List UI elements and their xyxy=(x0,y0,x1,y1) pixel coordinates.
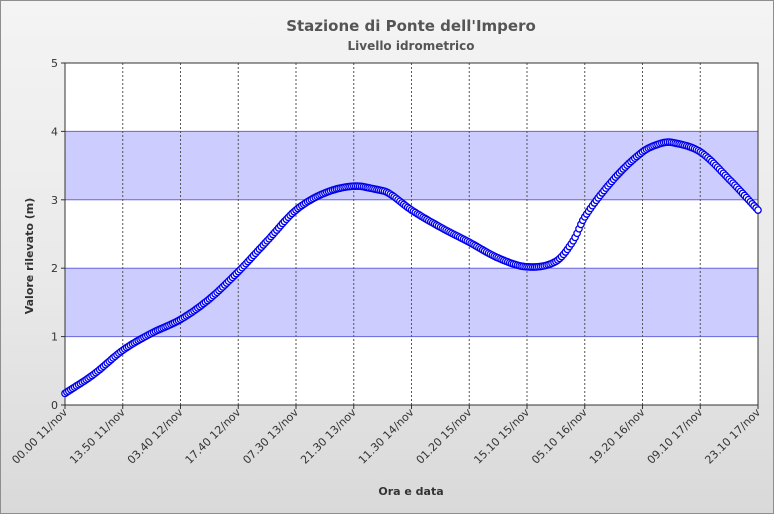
chart-subtitle: Livello idrometrico xyxy=(347,39,474,53)
y-axis-title: Valore rilevato (m) xyxy=(23,198,36,315)
x-tick-label: 15.10 15/nov xyxy=(471,406,532,467)
data-point xyxy=(754,206,762,214)
x-tick-label: 11.30 14/nov xyxy=(356,406,417,467)
x-tick-label: 05.10 16/nov xyxy=(529,406,590,467)
y-tick-label: 0 xyxy=(51,399,58,412)
y-axis-tick-labels: 0 1 2 3 4 5 xyxy=(51,57,58,412)
y-tick-label: 3 xyxy=(51,194,58,207)
y-tick-label: 5 xyxy=(51,57,58,70)
x-tick-label: 09.10 17/nov xyxy=(645,406,706,467)
y-tick-label: 4 xyxy=(51,125,58,138)
x-tick-label: 19.20 16/nov xyxy=(587,406,648,467)
plot-area xyxy=(65,63,758,405)
y-tick-label: 1 xyxy=(51,331,58,344)
x-axis-title: Ora e data xyxy=(378,485,443,498)
y-tick-label: 2 xyxy=(51,262,58,275)
x-tick-label: 01.20 15/nov xyxy=(414,406,475,467)
x-tick-label: 00.00 11/nov xyxy=(9,406,70,467)
axis-ticks xyxy=(61,62,759,409)
x-tick-label: 17.40 12/nov xyxy=(183,406,244,467)
x-tick-label: 23.10 17/nov xyxy=(702,406,763,467)
x-tick-label: 07.30 13/nov xyxy=(240,406,301,467)
series-points xyxy=(61,138,762,398)
chart-title: Stazione di Ponte dell'Impero xyxy=(286,17,536,35)
x-tick-label: 21.30 13/nov xyxy=(298,406,359,467)
x-tick-label: 13.50 11/nov xyxy=(67,406,128,467)
band-1 xyxy=(65,131,758,200)
x-tick-label: 03.40 12/nov xyxy=(125,406,186,467)
